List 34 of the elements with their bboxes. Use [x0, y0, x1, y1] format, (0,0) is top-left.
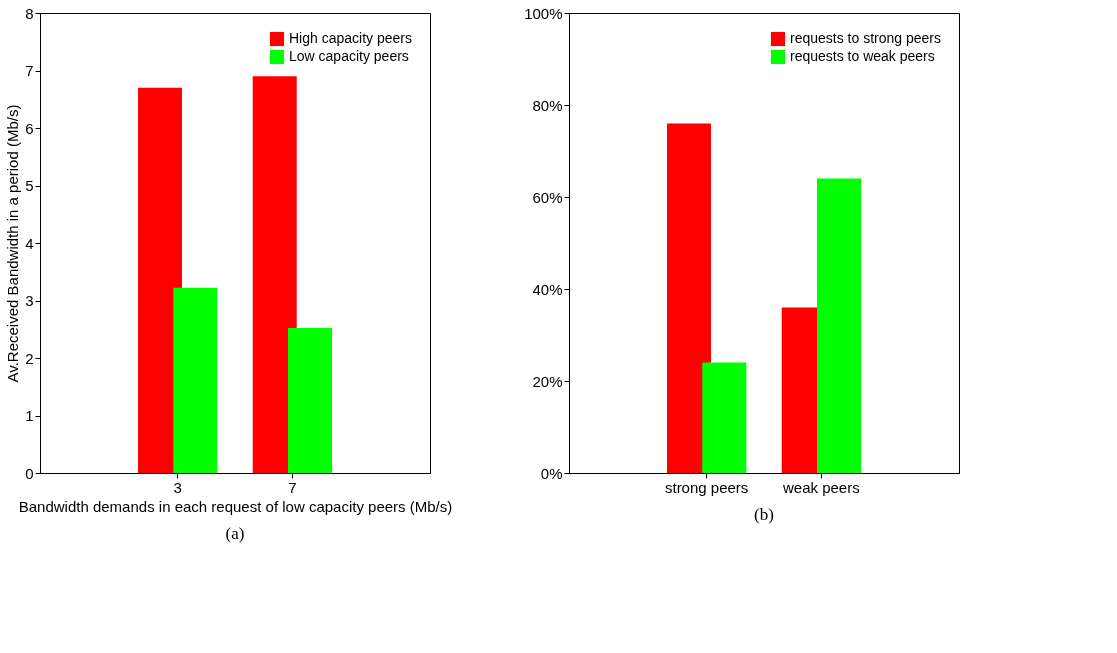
- y-tick-label: 60%: [532, 188, 563, 206]
- y-tick-label: 100%: [524, 4, 563, 22]
- y-tick-label: 1: [25, 407, 34, 424]
- y-axis-title: Av.Received Bandwidth in a period (Mb/s): [4, 104, 22, 383]
- legend-label: High capacity peers: [289, 30, 412, 46]
- legend-label: requests to strong peers: [790, 30, 941, 46]
- bar: [173, 287, 218, 473]
- y-tick-label: 2: [25, 349, 34, 367]
- text: (b): [754, 505, 774, 524]
- y-tick-label: 7: [25, 62, 34, 79]
- y-tick-label: 4: [25, 234, 34, 252]
- y-tick-label: 8: [25, 4, 34, 22]
- y-tick-label: 5: [25, 177, 34, 194]
- y-tick-label: 6: [25, 119, 34, 137]
- y-tick-label: 0: [25, 464, 34, 482]
- bar: [667, 123, 711, 473]
- x-tick-label: strong peers: [664, 478, 749, 496]
- legend-label: requests to weak peers: [790, 48, 935, 64]
- y-tick-label: 80%: [532, 96, 563, 114]
- y-tick-label: 3: [25, 292, 34, 309]
- y-tick-label: 40%: [532, 280, 563, 298]
- x-tick-label: weak peers: [781, 478, 860, 496]
- bar: [817, 178, 861, 473]
- bar: [138, 87, 182, 473]
- text: (a): [225, 524, 245, 543]
- y-tick-label: 0%: [540, 464, 563, 482]
- x-axis-title: Bandwidth demands in each request of low capacity peers (Mb/s): [18, 497, 453, 515]
- bar: [288, 328, 332, 473]
- x-tick-label: 7: [288, 478, 297, 496]
- legend-label: Low capacity peers: [289, 48, 409, 64]
- x-tick-label: 3: [173, 478, 182, 496]
- bar: [252, 76, 297, 473]
- y-tick-label: 20%: [532, 372, 563, 390]
- bar: [702, 362, 747, 473]
